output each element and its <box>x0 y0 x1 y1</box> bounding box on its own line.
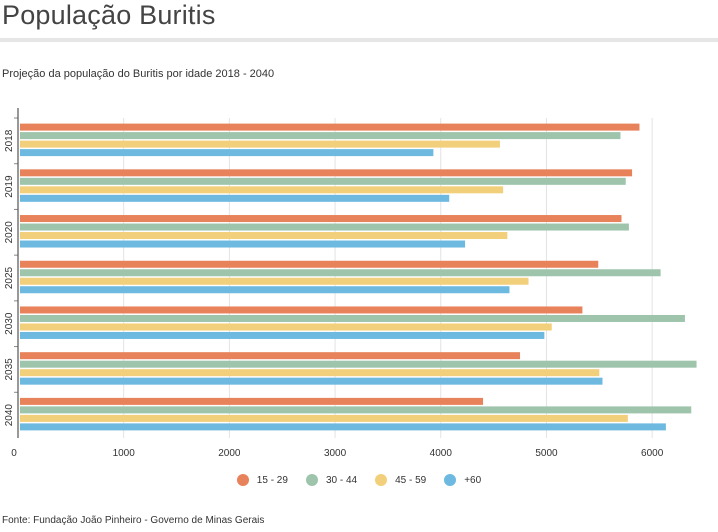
chart-subtitle: Projeção da população do Buritis por ida… <box>2 68 275 80</box>
legend-item[interactable]: 30 - 44 <box>305 474 358 486</box>
bar-2030-0 <box>20 306 583 314</box>
x-tick-label: 1000 <box>113 448 136 459</box>
bar-2035-0 <box>20 352 521 360</box>
legend-swatch <box>444 474 457 486</box>
bar-2030-2 <box>20 323 552 331</box>
legend-swatch <box>305 474 318 486</box>
bar-2035-1 <box>20 360 697 368</box>
bar-2018-0 <box>20 123 640 131</box>
legend-label: +60 <box>464 474 482 486</box>
legend-label: 30 - 44 <box>325 474 358 486</box>
bar-2020-3 <box>20 240 466 248</box>
legend-item[interactable]: 45 - 59 <box>375 474 426 486</box>
bar-2019-0 <box>20 169 633 177</box>
x-tick-label: 3000 <box>324 448 347 459</box>
legend: 15 - 29 30 - 44 45 - 59 +60 <box>0 474 718 486</box>
x-tick-label: 0 <box>11 448 17 459</box>
bar-2035-3 <box>20 377 603 385</box>
axes: 0 1000 2000 3000 4000 5000 6000 2018 2019 2020 202… <box>4 108 664 459</box>
bar-2025-1 <box>20 269 661 277</box>
legend-swatch <box>375 474 388 486</box>
y-tick-label: 2025 <box>4 266 15 289</box>
bar-2040-1 <box>20 406 692 414</box>
bar-2040-3 <box>20 423 666 431</box>
x-tick-label: 5000 <box>535 448 558 459</box>
bar-2035-2 <box>20 369 600 377</box>
page-title: População Buritis <box>2 0 216 30</box>
y-tick-label: 2019 <box>4 175 15 198</box>
legend-item[interactable]: +60 <box>444 474 481 486</box>
bar-2020-2 <box>20 232 508 240</box>
bar-2019-2 <box>20 186 504 194</box>
bar-2020-1 <box>20 223 629 231</box>
bars <box>20 123 697 431</box>
x-tick-label: 6000 <box>641 448 664 459</box>
x-tick-label: 2000 <box>218 448 241 459</box>
y-tick-label: 2035 <box>4 358 15 381</box>
bar-2030-3 <box>20 331 545 339</box>
y-tick-label: 2018 <box>4 129 15 152</box>
bar-2030-1 <box>20 314 685 322</box>
bar-2020-0 <box>20 215 622 223</box>
legend-item[interactable]: 15 - 29 <box>236 474 288 486</box>
bar-2040-0 <box>20 397 484 405</box>
bar-2019-1 <box>20 177 626 185</box>
bar-2025-2 <box>20 277 529 285</box>
y-tick-label: 2040 <box>4 404 15 427</box>
bar-2025-0 <box>20 260 599 268</box>
bar-2019-3 <box>20 194 450 202</box>
legend-label: 45 - 59 <box>395 474 427 486</box>
bar-chart: 0 1000 2000 3000 4000 5000 6000 2018 2019 2020 202… <box>4 108 697 459</box>
bar-2018-1 <box>20 132 621 140</box>
bar-2018-2 <box>20 140 500 148</box>
bar-2018-3 <box>20 149 434 157</box>
bar-2025-3 <box>20 286 510 294</box>
y-tick-label: 2020 <box>4 221 15 244</box>
x-tick-label: 4000 <box>430 448 453 459</box>
y-tick-label: 2030 <box>4 312 15 335</box>
legend-swatch <box>236 474 249 486</box>
source-note: Fonte: Fundação João Pinheiro - Governo … <box>2 515 265 526</box>
title-divider <box>0 38 718 42</box>
legend-label: 15 - 29 <box>256 474 288 486</box>
bar-2040-2 <box>20 414 628 422</box>
